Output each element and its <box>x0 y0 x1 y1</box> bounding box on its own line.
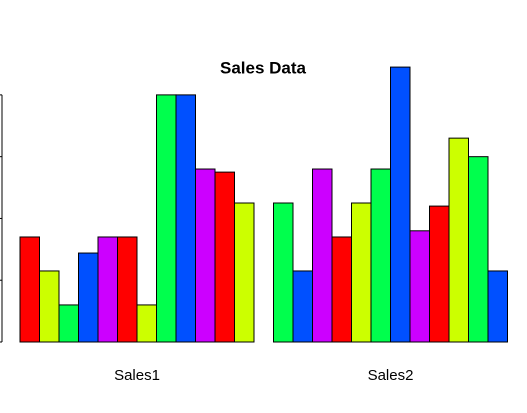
bar <box>487 270 508 343</box>
bar <box>156 94 177 343</box>
bar <box>292 270 313 343</box>
bar <box>234 202 255 343</box>
bar <box>97 236 118 343</box>
chart-title: Sales Data <box>220 58 307 77</box>
bar <box>273 202 294 343</box>
bar <box>468 156 489 343</box>
bar <box>175 94 196 343</box>
bar <box>409 230 430 343</box>
x-tick-label: Sales1 <box>114 367 160 384</box>
bar <box>331 236 352 343</box>
bar <box>351 202 372 343</box>
bar <box>136 304 157 343</box>
bar <box>78 252 99 343</box>
bar <box>370 168 391 343</box>
bar <box>312 168 333 343</box>
bar <box>19 236 40 343</box>
bar <box>390 66 411 343</box>
bar <box>429 205 450 343</box>
x-tick-label: Sales2 <box>368 367 414 384</box>
bar <box>58 304 79 343</box>
bar <box>214 171 235 343</box>
bar <box>448 137 469 343</box>
bar <box>117 236 138 343</box>
bar <box>39 270 60 343</box>
bar <box>195 168 216 343</box>
